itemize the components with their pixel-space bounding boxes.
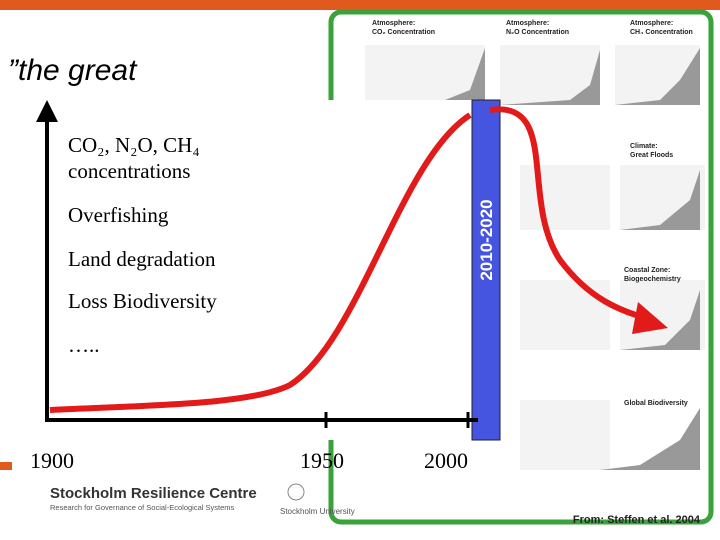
- panel-title: Great Floods: [630, 152, 673, 159]
- panel-title: Atmosphere:: [372, 20, 415, 27]
- panel-title: Global Biodiversity: [624, 400, 688, 407]
- overlay: [25, 100, 495, 440]
- mini-area: [615, 48, 700, 105]
- panel-title: CH₄ Concentration: [630, 29, 693, 36]
- mini-area: [500, 50, 600, 105]
- driver-label: CO₂, N₂O, CH₄: [68, 133, 200, 157]
- axis-arrow: [36, 100, 58, 122]
- logo-university: Stockholm University: [280, 507, 355, 516]
- x-label: 1950: [300, 448, 344, 473]
- driver-label: Land degradation: [68, 247, 216, 271]
- logo-name: Stockholm Resilience Centre: [50, 485, 257, 502]
- driver-label: Overfishing: [68, 203, 169, 227]
- panel-title: Atmosphere:: [630, 20, 673, 27]
- trend-arrow: [489, 106, 646, 321]
- panel-title: CO₂ Concentration: [372, 29, 435, 36]
- x-label: 1900: [30, 448, 74, 473]
- panel-title: Climate:: [630, 143, 658, 150]
- mini-chart: [520, 165, 610, 230]
- source: From: Steffen et al. 2004: [573, 514, 701, 526]
- driver-label: concentrations: [68, 159, 190, 183]
- mini-chart: [520, 280, 610, 350]
- arrow-head: [632, 302, 668, 334]
- logo-emblem: [287, 483, 305, 501]
- period-label: 2010-2020: [477, 199, 496, 280]
- mini-area: [600, 408, 700, 470]
- top-bar: [0, 0, 720, 10]
- driver-label: …..: [68, 333, 100, 357]
- mini-area: [620, 290, 700, 350]
- side-mark: [0, 462, 12, 470]
- panel-title: Atmosphere:: [506, 20, 549, 27]
- mini-chart: [520, 400, 610, 470]
- panel-title: N₂O Concentration: [506, 29, 569, 36]
- panel-title: Biogeochemistry: [624, 276, 681, 283]
- trend-curve: [49, 112, 472, 413]
- logo-tagline: Research for Governance of Social-Ecolog…: [50, 503, 234, 512]
- panel-title: Coastal Zone:: [624, 267, 670, 274]
- mini-area: [365, 48, 485, 105]
- x-label: 2000: [424, 448, 468, 473]
- driver-label: Loss Biodiversity: [68, 289, 217, 313]
- period-bar: [471, 99, 501, 441]
- heading: ”the great: [8, 54, 138, 87]
- mini-area: [620, 170, 700, 230]
